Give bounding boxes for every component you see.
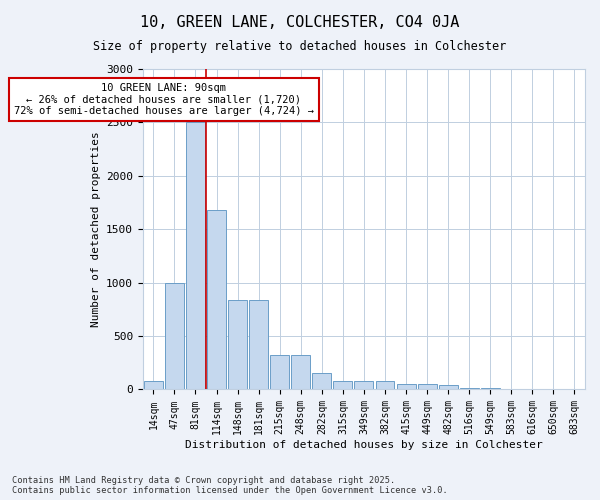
Text: 10, GREEN LANE, COLCHESTER, CO4 0JA: 10, GREEN LANE, COLCHESTER, CO4 0JA: [140, 15, 460, 30]
Bar: [376, 381, 394, 390]
Bar: [355, 381, 373, 390]
Bar: [207, 210, 226, 390]
Bar: [270, 356, 289, 390]
Bar: [144, 381, 163, 390]
Bar: [228, 300, 247, 390]
Bar: [313, 374, 331, 390]
Text: Contains HM Land Registry data © Crown copyright and database right 2025.
Contai: Contains HM Land Registry data © Crown c…: [12, 476, 448, 495]
Text: Size of property relative to detached houses in Colchester: Size of property relative to detached ho…: [94, 40, 506, 53]
X-axis label: Distribution of detached houses by size in Colchester: Distribution of detached houses by size …: [185, 440, 543, 450]
Bar: [523, 389, 542, 390]
Bar: [397, 384, 416, 390]
Bar: [481, 388, 500, 390]
Bar: [565, 389, 584, 390]
Bar: [502, 389, 521, 390]
Bar: [460, 388, 479, 390]
Bar: [418, 384, 437, 390]
Bar: [544, 389, 563, 390]
Bar: [291, 356, 310, 390]
Y-axis label: Number of detached properties: Number of detached properties: [91, 132, 101, 327]
Bar: [439, 385, 458, 390]
Bar: [186, 122, 205, 390]
Bar: [165, 282, 184, 390]
Bar: [249, 300, 268, 390]
Text: 10 GREEN LANE: 90sqm
← 26% of detached houses are smaller (1,720)
72% of semi-de: 10 GREEN LANE: 90sqm ← 26% of detached h…: [14, 83, 314, 116]
Bar: [334, 381, 352, 390]
